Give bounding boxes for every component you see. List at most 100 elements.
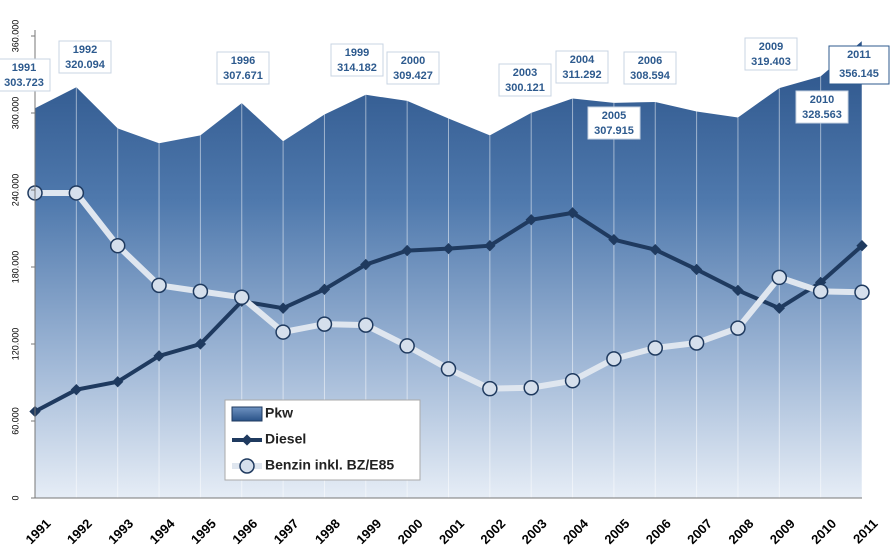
data-label: 311.292 — [562, 69, 601, 81]
annotation: 2011 — [847, 49, 871, 61]
label-box — [498, 63, 552, 97]
x-tick-label: 2011 — [850, 516, 881, 547]
x-tick-label: 2004 — [560, 515, 592, 547]
marker — [688, 335, 705, 351]
marker — [401, 244, 413, 257]
label-box — [795, 90, 849, 124]
marker — [690, 263, 703, 276]
data-label: 307.671 — [223, 70, 263, 82]
marker — [275, 324, 291, 340]
x-tick-label: 2005 — [601, 516, 632, 547]
marker — [442, 242, 455, 255]
data-label: 300.121 — [505, 82, 545, 94]
label-box — [828, 45, 890, 85]
x-tick-label: 1991 — [22, 516, 53, 547]
x-tick-label: 2009 — [767, 516, 798, 547]
marker — [192, 283, 209, 300]
marker — [153, 350, 165, 362]
marker — [525, 214, 537, 226]
annotation: 1996 — [231, 55, 255, 67]
marker — [440, 361, 457, 377]
annotation: 1999 — [345, 47, 369, 59]
legend-label: Diesel — [265, 431, 306, 447]
x-tick-label: 2007 — [684, 516, 715, 547]
marker — [194, 338, 207, 350]
marker — [647, 340, 663, 356]
data-label: 328.563 — [802, 109, 842, 121]
x-tick-label: 2002 — [477, 516, 508, 547]
y-tick-label: 180.000 — [10, 251, 20, 284]
label-box — [587, 106, 641, 140]
legend-label: Pkw — [265, 405, 293, 421]
marker — [109, 237, 126, 254]
y-tick-label: 0 — [10, 495, 20, 500]
data-label: 303.723 — [4, 77, 44, 89]
annotation: 2006 — [638, 55, 662, 67]
marker — [151, 277, 167, 294]
x-tick-label: 1995 — [188, 516, 219, 547]
marker — [482, 380, 498, 397]
label-box — [330, 43, 384, 77]
marker — [316, 316, 333, 332]
x-tick-label: 2003 — [519, 516, 550, 547]
marker — [856, 240, 868, 252]
y-tick-label: 300.000 — [10, 97, 20, 130]
label-box — [555, 50, 609, 84]
x-tick-label: 1998 — [312, 516, 343, 547]
y-tick-label: 120.000 — [10, 328, 20, 361]
data-label: 307.915 — [594, 125, 634, 137]
x-tick-label: 1996 — [229, 516, 260, 547]
label-box — [58, 40, 112, 74]
label-box — [0, 58, 51, 92]
x-tick-label: 2010 — [808, 516, 839, 547]
data-label: 308.594 — [630, 70, 671, 82]
marker — [68, 185, 85, 201]
x-tick-label: 2006 — [643, 516, 674, 547]
marker — [566, 207, 579, 219]
annotation: 1991 — [12, 62, 36, 74]
data-label: 319.403 — [751, 56, 791, 68]
data-label: 314.182 — [337, 62, 377, 74]
marker — [606, 351, 622, 367]
annotation: 2009 — [759, 41, 783, 53]
legend-marker — [241, 434, 253, 446]
marker — [773, 302, 785, 314]
data-label: 309.427 — [393, 70, 433, 82]
x-tick-label: 1992 — [64, 516, 95, 547]
annotation: 2003 — [513, 67, 537, 79]
marker — [771, 269, 788, 286]
y-tick-label: 360.000 — [10, 20, 20, 53]
marker — [730, 320, 746, 336]
marker — [732, 284, 744, 297]
marker — [564, 372, 581, 389]
label-box — [744, 37, 798, 71]
data-label: 320.094 — [65, 59, 106, 71]
marker — [277, 302, 289, 314]
annotation: 2010 — [810, 94, 834, 106]
marker — [360, 258, 372, 271]
marker — [649, 244, 661, 256]
x-tick-label: 2001 — [436, 516, 467, 547]
legend-label: Benzin inkl. BZ/E85 — [265, 457, 394, 473]
marker — [812, 283, 829, 300]
annotation: 2000 — [401, 55, 425, 67]
label-box — [216, 51, 270, 85]
y-tick-label: 60.000 — [10, 407, 20, 435]
data-label: 356.145 — [839, 68, 879, 80]
y-tick-label: 240.000 — [10, 174, 20, 207]
marker — [484, 240, 496, 252]
x-tick-label: 2008 — [725, 516, 756, 547]
annotation: 2005 — [602, 110, 626, 122]
annotation: 1992 — [73, 44, 97, 56]
marker — [234, 289, 250, 306]
label-box — [386, 51, 440, 85]
x-tick-label: 1999 — [353, 516, 384, 547]
marker — [318, 283, 331, 295]
marker — [399, 338, 415, 354]
label-box — [623, 51, 677, 85]
x-tick-label: 1994 — [147, 515, 179, 547]
marker — [358, 317, 374, 333]
x-tick-label: 2000 — [395, 516, 426, 547]
marker — [608, 234, 620, 246]
